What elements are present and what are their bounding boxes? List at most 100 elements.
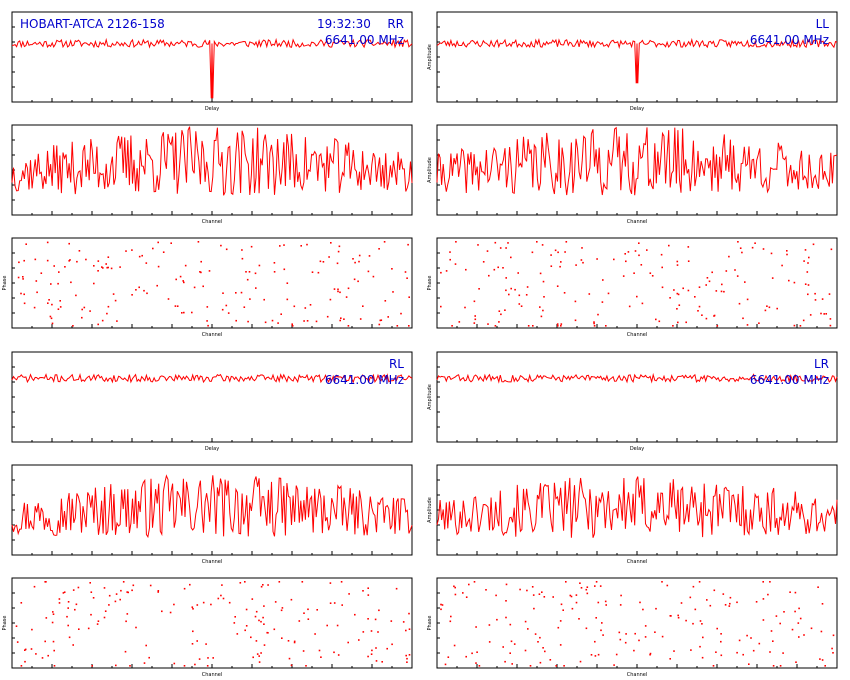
phase-point: [531, 251, 534, 254]
phase-point: [720, 654, 723, 657]
phase-point: [604, 600, 607, 603]
phase-point: [20, 665, 23, 667]
phase-point: [125, 620, 127, 623]
phase-point: [677, 614, 679, 617]
phase-point: [705, 284, 707, 286]
phase-point: [97, 260, 100, 262]
phase-point: [633, 649, 635, 652]
phase-point: [307, 618, 310, 620]
phase-point: [651, 275, 654, 277]
phase-point: [52, 611, 54, 613]
phase-point: [595, 581, 598, 583]
phase-point: [539, 306, 541, 308]
phase-point: [488, 624, 491, 626]
phase-point: [24, 648, 27, 651]
phase-point: [333, 288, 336, 290]
phase-point: [823, 313, 825, 315]
phase-point: [210, 603, 212, 606]
phase-point: [560, 261, 562, 263]
phase-point: [106, 312, 108, 315]
phase-point: [347, 325, 350, 327]
phase-point: [738, 302, 741, 305]
phase-point: [720, 290, 723, 293]
phase-point: [721, 283, 723, 286]
phase-point: [507, 242, 509, 244]
phase-point: [391, 268, 393, 270]
phase-point: [157, 241, 159, 244]
phase-point: [318, 649, 321, 652]
phase-point: [471, 652, 473, 655]
phase-point: [779, 665, 782, 667]
phase-point: [510, 287, 512, 290]
phase-point: [605, 325, 607, 327]
phase-point: [738, 639, 741, 642]
phase-point: [579, 660, 582, 663]
phase-point: [526, 589, 528, 592]
phase-point: [41, 657, 44, 659]
phase-point: [108, 594, 111, 597]
phase-point: [701, 656, 704, 659]
phase-point: [252, 656, 254, 659]
phase-point: [59, 306, 62, 308]
series-line: [436, 37, 838, 84]
phase-point: [581, 247, 583, 249]
phase-point: [47, 302, 49, 304]
x-axis-label: Channel: [202, 219, 223, 225]
phase-point: [408, 628, 411, 630]
phase-point: [593, 325, 596, 327]
phase-point: [115, 593, 118, 595]
phase-point: [532, 594, 535, 596]
phase-point: [440, 305, 442, 308]
phase-point: [821, 659, 824, 661]
phase-point: [574, 319, 577, 322]
phase-point: [486, 250, 489, 252]
phase-point: [473, 300, 476, 303]
phase-point: [67, 607, 69, 609]
y-axis-label: Phase: [427, 616, 433, 631]
phase-point: [131, 294, 133, 296]
phase-point: [559, 265, 561, 268]
phase-point: [315, 320, 318, 323]
phase-point: [228, 601, 231, 604]
frequency-label: 6641.00 MHz: [750, 33, 829, 47]
phase-point: [103, 616, 106, 619]
phase-point: [300, 245, 302, 247]
phase-point: [449, 251, 451, 253]
plot-frame: [436, 577, 838, 669]
phase-point: [244, 629, 246, 632]
phase-point: [72, 644, 74, 646]
phase-point: [793, 324, 796, 327]
phase-point: [362, 305, 364, 307]
phase-point: [91, 665, 93, 667]
phase-point: [699, 620, 702, 622]
phase-point: [594, 655, 597, 657]
phase-point: [580, 587, 583, 589]
phase-point: [143, 662, 146, 664]
phase-point: [302, 650, 305, 652]
phase-point: [660, 253, 663, 256]
phase-point: [353, 278, 356, 281]
phase-point: [337, 290, 339, 293]
phase-point: [557, 325, 559, 327]
phase-point: [830, 248, 833, 251]
phase-point: [708, 280, 711, 283]
phase-point: [108, 604, 110, 606]
phase-point: [736, 601, 738, 604]
phase-point: [762, 248, 765, 250]
phase-point: [193, 286, 196, 289]
phase-point: [68, 242, 70, 245]
phase-point: [52, 613, 55, 615]
x-axis-label: Delay: [205, 446, 219, 452]
phase-point: [191, 643, 194, 645]
panel-rr-delay: Delay HOBART-ATCA 2126-158 19:32:30 RR 6641.…: [11, 11, 413, 112]
phase-point: [64, 266, 66, 268]
phase-point: [380, 319, 383, 321]
y-axis-label: Phase: [2, 616, 8, 631]
phase-point: [687, 246, 690, 248]
phase-point: [152, 247, 154, 250]
phase-point: [345, 296, 348, 298]
phase-point: [281, 637, 283, 639]
phase-point: [465, 655, 467, 658]
phase-point: [781, 264, 783, 267]
phase-point: [549, 659, 552, 661]
